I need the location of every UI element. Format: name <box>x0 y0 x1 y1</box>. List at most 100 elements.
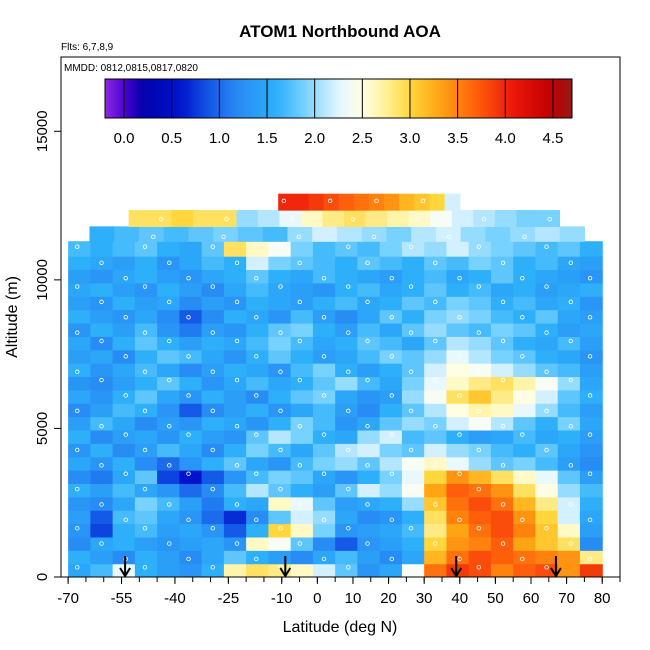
heatmap-cell <box>134 416 158 431</box>
heatmap-cell <box>401 296 425 311</box>
heatmap-cell <box>513 443 537 458</box>
heatmap-cell <box>357 241 381 257</box>
heatmap-cell <box>435 226 462 242</box>
heatmap-cell <box>379 403 403 418</box>
heatmap-cell <box>446 256 470 271</box>
heatmap-cell <box>134 256 158 271</box>
sample-marker <box>350 216 356 222</box>
sample-marker <box>123 432 128 437</box>
heatmap-cell <box>134 336 158 351</box>
heatmap-cell <box>446 282 470 297</box>
heatmap-cell <box>335 256 359 271</box>
sample-marker <box>75 284 80 289</box>
sample-marker <box>75 244 80 249</box>
y-tick-label: 0 <box>34 573 51 581</box>
heatmap-cell <box>513 523 537 538</box>
sample-marker <box>389 517 394 523</box>
heatmap-cell <box>312 241 336 257</box>
sample-marker <box>186 275 191 281</box>
heatmap-layer <box>68 193 603 577</box>
sample-marker <box>234 260 240 265</box>
heatmap-cell <box>335 389 359 404</box>
sample-marker <box>522 234 527 239</box>
colorbar: 0.0 0.5 1.0 1.5 2.0 2.5 3.0 3.5 4.0 4.5 <box>104 78 573 147</box>
heatmap-cell <box>179 256 203 271</box>
heatmap-cell <box>468 389 492 404</box>
sample-marker <box>389 556 394 562</box>
heatmap-cell <box>201 256 225 271</box>
sample-marker <box>408 284 414 289</box>
sample-marker <box>296 234 302 239</box>
heatmap-cell <box>446 523 470 538</box>
heatmap-cell <box>68 429 91 444</box>
colorbar-tick-label: 3.0 <box>400 130 421 147</box>
heatmap-cell <box>312 523 336 538</box>
heatmap-cell <box>513 483 537 498</box>
sample-marker <box>520 393 525 398</box>
heatmap-cell <box>401 336 425 351</box>
heatmap-cell <box>401 443 425 458</box>
heatmap-cell <box>68 241 91 257</box>
heatmap-cell <box>246 443 269 458</box>
sample-marker <box>544 284 549 289</box>
heatmap-cell <box>379 296 403 311</box>
sample-marker <box>75 565 80 570</box>
heatmap-cell <box>312 376 336 391</box>
heatmap-cell <box>112 550 136 565</box>
heatmap-cell <box>338 193 355 211</box>
heatmap-cell <box>424 363 448 378</box>
heatmap-cell <box>90 550 114 565</box>
heatmap-cell <box>201 416 225 431</box>
x-tick-label: 70 <box>558 590 575 607</box>
heatmap-cell <box>312 282 336 297</box>
sample-marker <box>457 517 462 523</box>
heatmap-cell <box>535 349 559 364</box>
heatmap-cell <box>246 416 269 431</box>
heatmap-cell <box>357 429 381 444</box>
heatmap-cell <box>411 226 437 242</box>
sample-marker <box>142 330 148 335</box>
heatmap-cell <box>179 536 203 551</box>
heatmap-cell <box>112 336 136 351</box>
heatmap-cell <box>401 429 425 444</box>
heatmap-cell <box>513 269 537 284</box>
heatmap-cell <box>179 523 203 538</box>
heatmap-cell <box>112 269 136 284</box>
heatmap-cell <box>357 376 381 391</box>
heatmap-cell <box>134 470 158 484</box>
heatmap-cell <box>579 363 603 378</box>
heatmap-cell <box>379 523 403 538</box>
heatmap-cell <box>513 550 537 565</box>
sample-marker <box>186 315 191 320</box>
heatmap-cell <box>237 226 264 242</box>
heatmap-cell <box>312 483 336 498</box>
heatmap-cell <box>201 322 225 337</box>
heatmap-cell <box>188 226 214 242</box>
heatmap-cell <box>401 536 425 551</box>
heatmap-cell <box>312 226 338 242</box>
sample-marker <box>234 338 240 344</box>
heatmap-cell <box>90 336 114 351</box>
plot-frame <box>60 56 621 578</box>
heatmap-cell <box>401 456 425 471</box>
heatmap-cell <box>513 510 537 525</box>
sample-marker <box>587 315 593 320</box>
heatmap-cell <box>246 363 269 378</box>
sample-marker <box>346 408 351 414</box>
heatmap-cell <box>513 496 537 511</box>
heatmap-cell <box>401 389 425 404</box>
heatmap-cell <box>179 456 203 471</box>
heatmap-cell <box>424 336 448 351</box>
heatmap-cell <box>201 510 225 525</box>
heatmap-cell <box>424 403 448 418</box>
sample-marker <box>389 432 394 437</box>
heatmap-cell <box>535 443 559 458</box>
sample-marker <box>457 432 462 437</box>
sample-marker <box>365 463 370 468</box>
heatmap-cell <box>157 550 180 565</box>
heatmap-cell <box>90 376 114 391</box>
heatmap-cell <box>246 536 269 551</box>
sample-marker <box>457 354 462 359</box>
heatmap-cell <box>535 416 559 431</box>
